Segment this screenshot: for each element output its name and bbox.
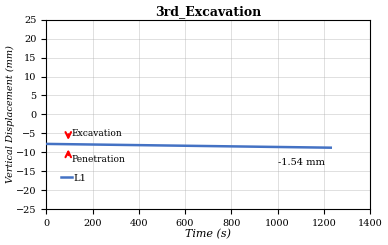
Text: -1.54 mm: -1.54 mm (277, 159, 324, 168)
Text: Penetration: Penetration (72, 155, 126, 164)
Text: Excavation: Excavation (72, 129, 123, 138)
Title: 3rd_Excavation: 3rd_Excavation (155, 6, 261, 19)
X-axis label: Time (s): Time (s) (185, 229, 231, 239)
Y-axis label: Vertical Displacement (mm): Vertical Displacement (mm) (5, 45, 15, 183)
Text: L1: L1 (74, 174, 87, 183)
